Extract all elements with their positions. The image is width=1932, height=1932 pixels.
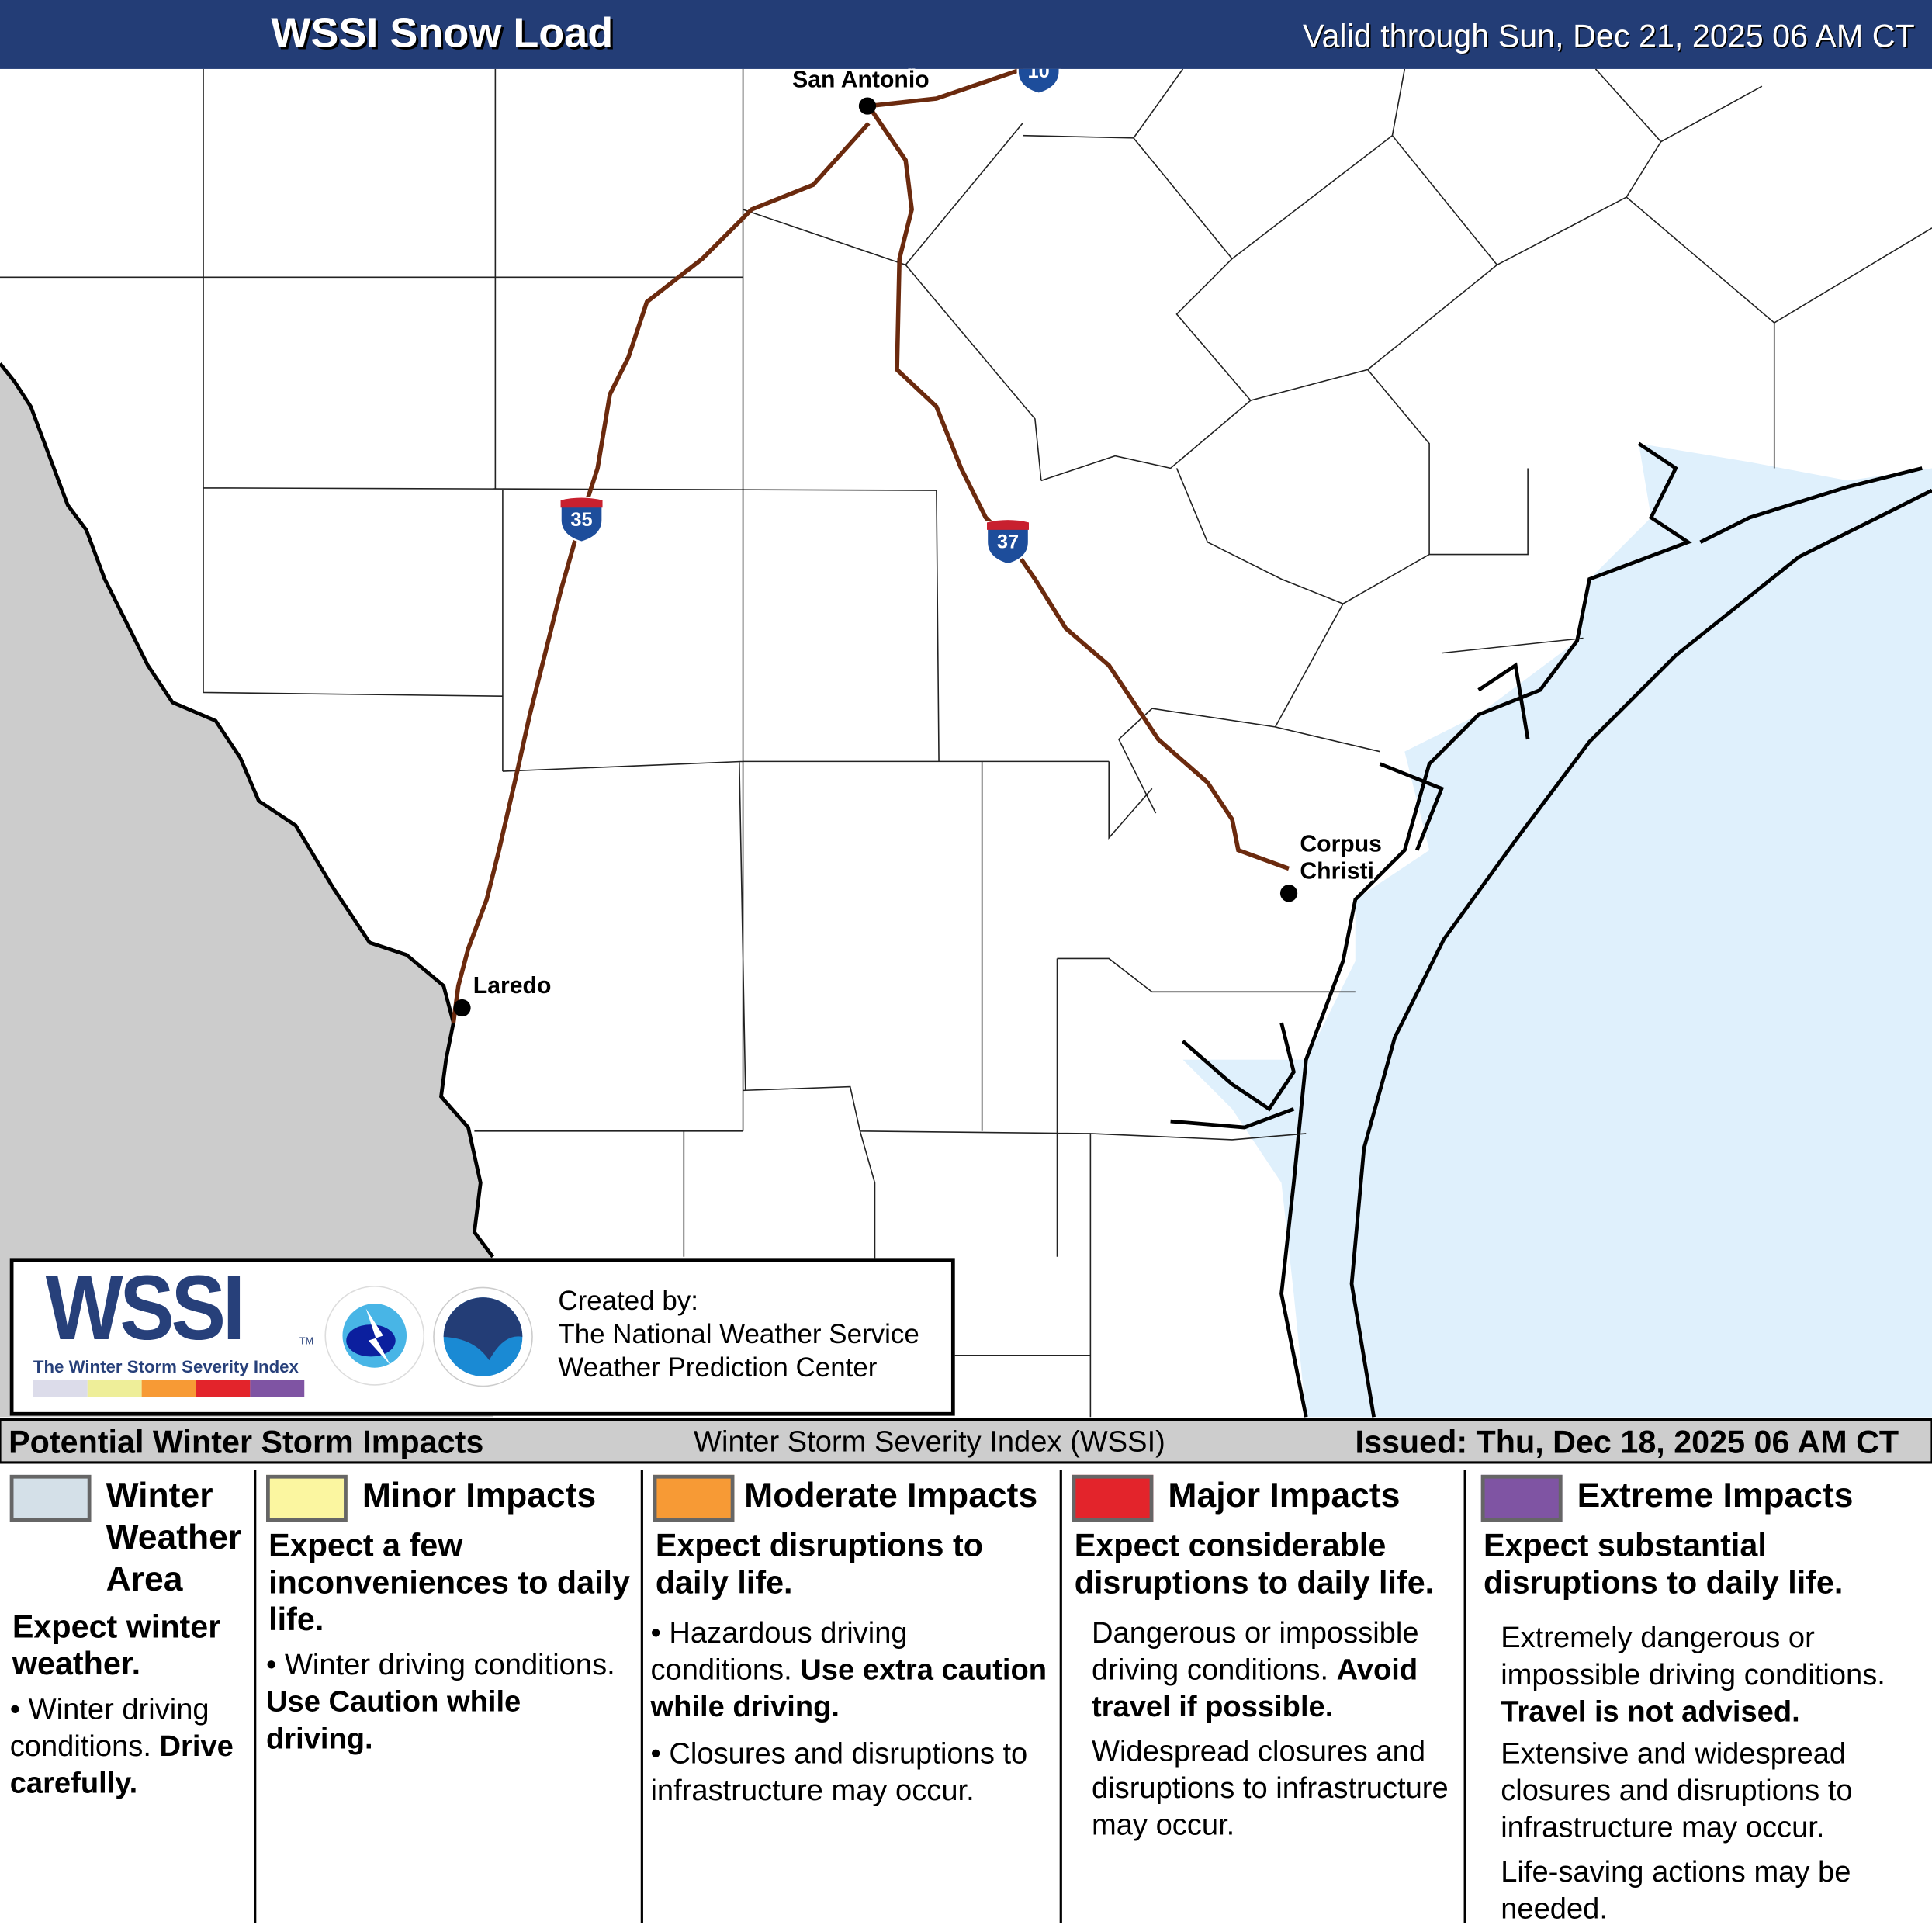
interstate-35-shield-icon: 35 [558, 495, 604, 543]
map-canvas [0, 68, 1932, 1418]
i37-route [867, 105, 1290, 871]
trademark: TM [299, 1335, 314, 1347]
divider [640, 1470, 643, 1923]
swatch-minor [266, 1474, 348, 1522]
interstate-highways [451, 68, 1290, 1023]
wssi-color-scale [33, 1380, 305, 1397]
scale-major [196, 1380, 251, 1397]
rio-grande-border [0, 362, 495, 1259]
mexico-area [0, 363, 493, 1418]
divider [254, 1470, 257, 1923]
laredo-marker [453, 999, 471, 1017]
footer-bar: Potential Winter Storm Impacts Winter St… [0, 1418, 1932, 1464]
i35-route [451, 121, 871, 1023]
city-label-laredo: Laredo [473, 973, 552, 999]
scale-winter [33, 1380, 88, 1397]
city-label-christi: Christi [1300, 858, 1374, 885]
scale-moderate [141, 1380, 196, 1397]
credits-box: WSSI TM The Winter Storm Severity Index … [9, 1256, 955, 1416]
wssi-subtitle: The Winter Storm Severity Index [33, 1356, 299, 1376]
city-label-corpus: Corpus [1300, 831, 1382, 858]
gulf-of-mexico [1349, 486, 1932, 1418]
swatch-extreme [1480, 1474, 1563, 1522]
city-label-san-antonio: San Antonio [792, 68, 930, 94]
wssi-logo: WSSI [45, 1256, 245, 1359]
i10-route [868, 68, 1023, 109]
legend-moderate: Moderate Impacts Expect disruptions to d… [650, 1474, 1047, 1808]
valid-time: Valid through Sun, Dec 21, 2025 06 AM CT [1302, 17, 1915, 54]
impact-legend: Winter Weather Area Expect winter weathe… [0, 1463, 1932, 1932]
divider [1463, 1470, 1466, 1923]
scale-extreme [250, 1380, 305, 1397]
county-lines [0, 68, 1932, 1418]
interstate-10-shield-icon: 10 [1016, 68, 1062, 94]
scale-minor [87, 1380, 142, 1397]
legend-major: Major Impacts Expect considerable disrup… [1072, 1463, 1462, 1923]
map-title: WSSI Snow Load [271, 9, 614, 57]
san-antonio-marker [858, 97, 877, 115]
header-bar: WSSI Snow Load Valid through Sun, Dec 21… [0, 0, 1932, 69]
coastline [1170, 441, 1932, 1418]
divider [1059, 1470, 1062, 1923]
footer-left: Potential Winter Storm Impacts [9, 1423, 484, 1460]
noaa-logo-icon [433, 1286, 533, 1387]
swatch-major [1072, 1474, 1154, 1522]
legend-winter-weather: Winter Weather Area Expect winter weathe… [9, 1474, 242, 1801]
swatch-winter [9, 1474, 92, 1522]
interstate-37-shield-icon: 37 [985, 518, 1031, 566]
corpus-christi-marker [1279, 885, 1298, 902]
legend-extreme: Extreme Impacts Expect substantial disru… [1480, 1463, 1927, 1926]
issued-time: Issued: Thu, Dec 18, 2025 06 AM CT [1355, 1423, 1899, 1460]
credit-text: Created by: The National Weather Service… [558, 1285, 919, 1383]
swatch-moderate [653, 1474, 735, 1522]
footer-middle: Winter Storm Severity Index (WSSI) [694, 1425, 1165, 1459]
legend-minor: Minor Impacts Expect a few inconvenience… [266, 1474, 630, 1756]
nws-logo-icon [324, 1286, 425, 1386]
